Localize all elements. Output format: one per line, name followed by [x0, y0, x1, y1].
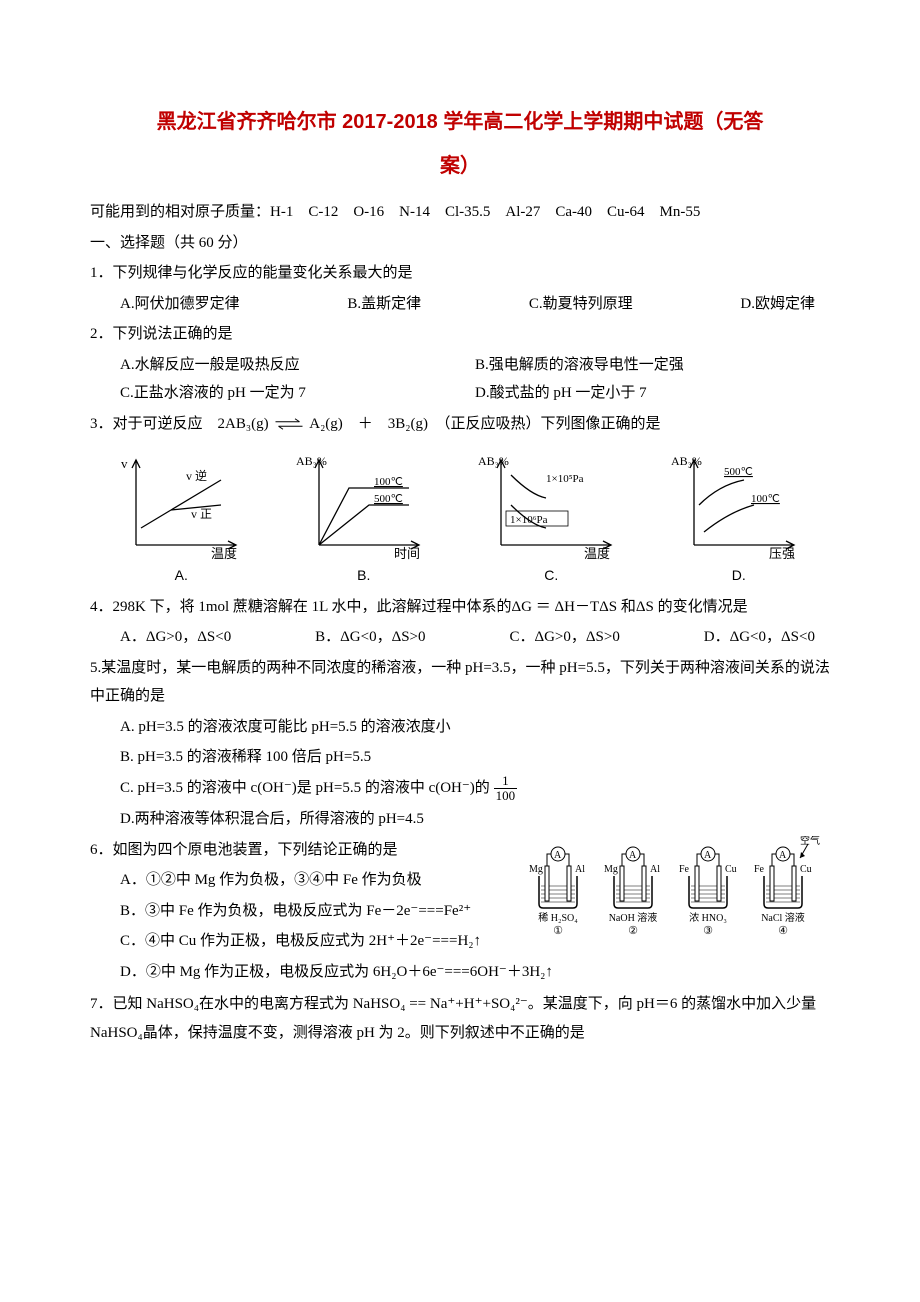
- chart-d-ylabel: AB₃%: [671, 454, 702, 468]
- galvanic-cells-figure: Mg Al A 稀 H₂SO₄① Mg Al A NaOH 溶液② Fe Cu A 浓 HNO₃③ Fe…: [520, 836, 830, 941]
- svg-text:①: ①: [553, 925, 563, 937]
- chart-b-xlabel: 时间: [394, 546, 420, 560]
- svg-text:A: A: [779, 850, 787, 861]
- q5-opt-c: C. pH=3.5 的溶液中 c(OH⁻)是 pH=5.5 的溶液中 c(OH⁻…: [90, 774, 830, 804]
- chart-b-curve1: 100℃: [374, 476, 403, 488]
- chart-a-xlabel: 温度: [211, 546, 237, 560]
- q5-opt-d: D.两种溶液等体积混合后，所得溶液的 pH=4.5: [90, 805, 830, 834]
- exam-title: 黑龙江省齐齐哈尔市 2017-2018 学年高二化学上学期期中试题（无答 案）: [90, 100, 830, 188]
- q5-opt-b: B. pH=3.5 的溶液稀释 100 倍后 pH=5.5: [90, 743, 830, 772]
- svg-text:Cu: Cu: [800, 864, 812, 875]
- svg-text:NaCl 溶液: NaCl 溶液: [761, 911, 805, 924]
- q4-opt-c: C．ΔG>0，ΔS>0: [509, 623, 619, 652]
- q6-opt-d: D．②中 Mg 作为正极，电极反应式为 6H₂O＋6e⁻===6OH⁻＋3H₂↑: [90, 958, 830, 987]
- q4-options: A．ΔG>0，ΔS<0 B．ΔG<0，ΔS>0 C．ΔG>0，ΔS>0 D．ΔG…: [90, 623, 830, 652]
- title-line-2: 案）: [90, 144, 830, 188]
- svg-text:稀 H₂SO₄: 稀 H₂SO₄: [538, 911, 578, 924]
- q1-stem: 1．下列规律与化学反应的能量变化关系最大的是: [90, 259, 830, 288]
- q2-opt-b: B.强电解质的溶液导电性一定强: [475, 351, 830, 380]
- atomic-masses: 可能用到的相对原子质量：H-1 C-12 O-16 N-14 Cl-35.5 A…: [90, 198, 830, 227]
- chart-b-curve2: 500℃: [374, 493, 403, 505]
- svg-text:A: A: [629, 850, 637, 861]
- chart-c-letter: C.: [476, 562, 626, 589]
- q1-options: A.阿伏加德罗定律 B.盖斯定律 C.勒夏特列原理 D.欧姆定律: [90, 290, 830, 319]
- q4-opt-b: B．ΔG<0，ΔS>0: [315, 623, 425, 652]
- title-line-1: 黑龙江省齐齐哈尔市 2017-2018 学年高二化学上学期期中试题（无答: [90, 100, 830, 144]
- chart-b-letter: B.: [294, 562, 434, 589]
- q2-stem: 2．下列说法正确的是: [90, 320, 830, 349]
- chart-d-letter: D.: [669, 562, 809, 589]
- chart-a: v 温度 v 逆 v 正 A.: [111, 450, 251, 589]
- frac-num: 1: [494, 774, 518, 789]
- fraction-icon: 1 100: [494, 774, 518, 804]
- chart-c-curve1: 1×10⁵Pa: [546, 473, 584, 485]
- q7-stem: 7．已知 NaHSO₄在水中的电离方程式为 NaHSO₄ == Na⁺+H⁺+S…: [90, 990, 830, 1047]
- frac-den: 100: [494, 789, 518, 803]
- q4-stem: 4．298K 下，将 1mol 蔗糖溶解在 1L 水中，此溶解过程中体系的ΔG …: [90, 593, 830, 622]
- q5-stem: 5.某温度时，某一电解质的两种不同浓度的稀溶液，一种 pH=3.5，一种 pH=…: [90, 654, 830, 711]
- svg-text:浓 HNO₃: 浓 HNO₃: [689, 912, 727, 924]
- section-1-heading: 一、选择题（共 60 分）: [90, 229, 830, 258]
- q4-opt-a: A．ΔG>0，ΔS<0: [120, 623, 231, 652]
- q3-charts: v 温度 v 逆 v 正 A. AB₃% 时间 100℃ 500℃ B.: [90, 450, 830, 589]
- q1-opt-a: A.阿伏加德罗定律: [120, 290, 240, 319]
- chart-c-ylabel: AB₃%: [478, 454, 509, 468]
- chart-a-curve2: v 正: [191, 507, 212, 521]
- q3-stem: 3．对于可逆反应 2AB₃(g) A₂(g) ＋ 3B₂(g) （正反应吸热）下…: [90, 410, 830, 439]
- q1-opt-b: B.盖斯定律: [347, 290, 421, 319]
- svg-text:③: ③: [703, 925, 713, 937]
- q2-opt-c: C.正盐水溶液的 pH 一定为 7: [120, 379, 475, 408]
- equilibrium-arrow-icon: [274, 418, 304, 430]
- svg-text:空气: 空气: [800, 836, 820, 847]
- q5-opt-a: A. pH=3.5 的溶液浓度可能比 pH=5.5 的溶液浓度小: [90, 713, 830, 742]
- svg-text:Mg: Mg: [529, 864, 543, 875]
- q5-opt-c-text: C. pH=3.5 的溶液中 c(OH⁻)是 pH=5.5 的溶液中 c(OH⁻…: [120, 780, 490, 796]
- chart-d-curve1: 500℃: [724, 466, 753, 478]
- q3-stem-a: 3．对于可逆反应 2AB₃(g): [90, 416, 272, 432]
- q4-opt-d: D．ΔG<0，ΔS<0: [704, 623, 815, 652]
- q1-opt-d: D.欧姆定律: [740, 290, 815, 319]
- svg-text:Al: Al: [650, 864, 660, 875]
- q3-stem-b: A₂(g) ＋ 3B₂(g) （正反应吸热）下列图像正确的是: [309, 416, 660, 432]
- svg-text:Fe: Fe: [754, 864, 765, 875]
- chart-c-xlabel: 温度: [584, 546, 610, 560]
- chart-a-letter: A.: [111, 562, 251, 589]
- svg-text:Cu: Cu: [725, 864, 737, 875]
- chart-a-curve1: v 逆: [186, 468, 207, 483]
- svg-text:NaOH 溶液: NaOH 溶液: [609, 911, 658, 924]
- svg-text:Fe: Fe: [679, 864, 690, 875]
- chart-d: AB₃% 压强 500℃ 100℃ D.: [669, 450, 809, 589]
- chart-b: AB₃% 时间 100℃ 500℃ B.: [294, 450, 434, 589]
- chart-b-ylabel: AB₃%: [296, 454, 327, 468]
- q1-opt-c: C.勒夏特列原理: [529, 290, 633, 319]
- svg-text:Al: Al: [575, 864, 585, 875]
- q2-options: A.水解反应一般是吸热反应 B.强电解质的溶液导电性一定强 C.正盐水溶液的 p…: [90, 351, 830, 408]
- q2-opt-d: D.酸式盐的 pH 一定小于 7: [475, 379, 830, 408]
- chart-a-ylabel: v: [121, 456, 128, 471]
- q2-opt-a: A.水解反应一般是吸热反应: [120, 351, 475, 380]
- svg-text:④: ④: [778, 925, 788, 937]
- svg-text:A: A: [704, 850, 712, 861]
- svg-text:②: ②: [628, 925, 638, 937]
- chart-d-curve2: 100℃: [751, 493, 780, 505]
- svg-text:A: A: [554, 850, 562, 861]
- chart-c: AB₃% 温度 1×10⁵Pa 1×10⁶Pa C.: [476, 450, 626, 589]
- svg-text:Mg: Mg: [604, 864, 618, 875]
- chart-c-curve2: 1×10⁶Pa: [510, 514, 548, 526]
- chart-d-xlabel: 压强: [769, 546, 795, 560]
